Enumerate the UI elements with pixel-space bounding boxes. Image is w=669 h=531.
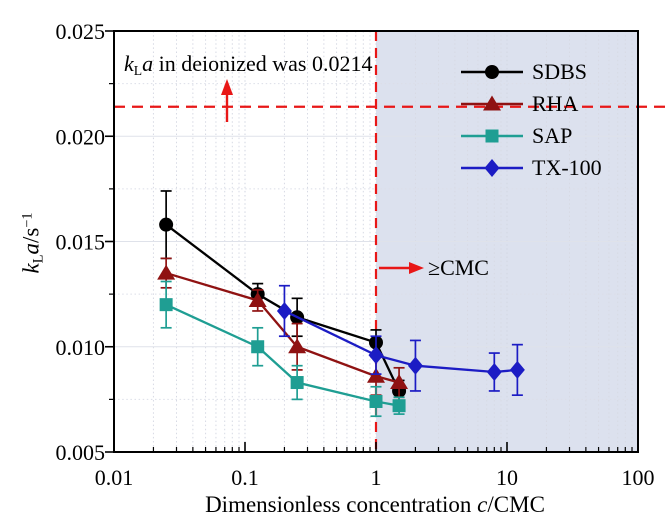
gridlines (114, 31, 638, 452)
x-axis-title-pre: Dimensionless concentration (205, 492, 478, 517)
legend-item-sap: SAP (459, 120, 602, 152)
legend-label-sap: SAP (532, 123, 573, 148)
legend-item-sdbs: SDBS (459, 56, 602, 88)
y-tick-label: 0.010 (56, 335, 106, 360)
x-tick-label: 0.01 (95, 465, 134, 490)
x-tick-label: 100 (622, 465, 655, 490)
y-axis-title-k: k (18, 263, 44, 274)
y-tick-label: 0.025 (56, 19, 106, 44)
series-sap (159, 280, 406, 418)
legend-item-rha: RHA (459, 88, 602, 120)
legend-label-sdbs: SDBS (532, 59, 588, 84)
legend: SDBS RHA SAP TX-100 (459, 56, 602, 184)
x-axis-title: Dimensionless concentration c/CMC (0, 492, 669, 518)
y-tick-label: 0.015 (56, 230, 106, 255)
annotation-kla-sub: L (133, 62, 143, 78)
x-tick-label: 0.1 (231, 465, 259, 490)
y-axis-title-sup: −1 (19, 212, 36, 228)
legend-item-tx-100: TX-100 (459, 152, 602, 184)
y-tick-label: 0.005 (56, 440, 106, 465)
arrow-right-icon (379, 262, 424, 274)
annotation-kla-a: a (142, 51, 154, 76)
x-tick-label: 1 (371, 465, 382, 490)
axes: 0.01 0.1 1 10 100 0.005 0.010 0.015 0.020 0.025 (56, 19, 655, 490)
y-axis-title-a: a (18, 243, 44, 255)
y-axis-title-sub: L (30, 254, 47, 264)
annotation-kla-rest: in deionized was 0.0214 (153, 51, 373, 76)
reference-lines (114, 31, 667, 452)
arrow-up-icon (221, 79, 233, 122)
y-axis-title: kLa/s−1 (19, 213, 48, 274)
x-axis-title-c: c (477, 492, 488, 517)
legend-marker-triangle-icon (461, 95, 523, 111)
legend-marker-circle-icon (461, 65, 523, 79)
annotation-kla-k: k (124, 51, 134, 76)
legend-marker-diamond-icon (461, 159, 523, 177)
x-tick-label: 10 (496, 465, 518, 490)
legend-label-tx-100: TX-100 (532, 155, 602, 180)
y-tick-label: 0.020 (56, 124, 106, 149)
legend-marker-square-icon (461, 129, 523, 143)
annotation-cmc: ≥CMC (428, 255, 489, 280)
y-axis-title-unit: /s (18, 227, 44, 244)
annotation-kla-deionized: kLa in deionized was 0.0214 (124, 51, 372, 79)
x-axis-title-post: /CMC (487, 492, 545, 517)
legend-label-rha: RHA (532, 91, 579, 116)
series-tx-100 (276, 284, 525, 397)
